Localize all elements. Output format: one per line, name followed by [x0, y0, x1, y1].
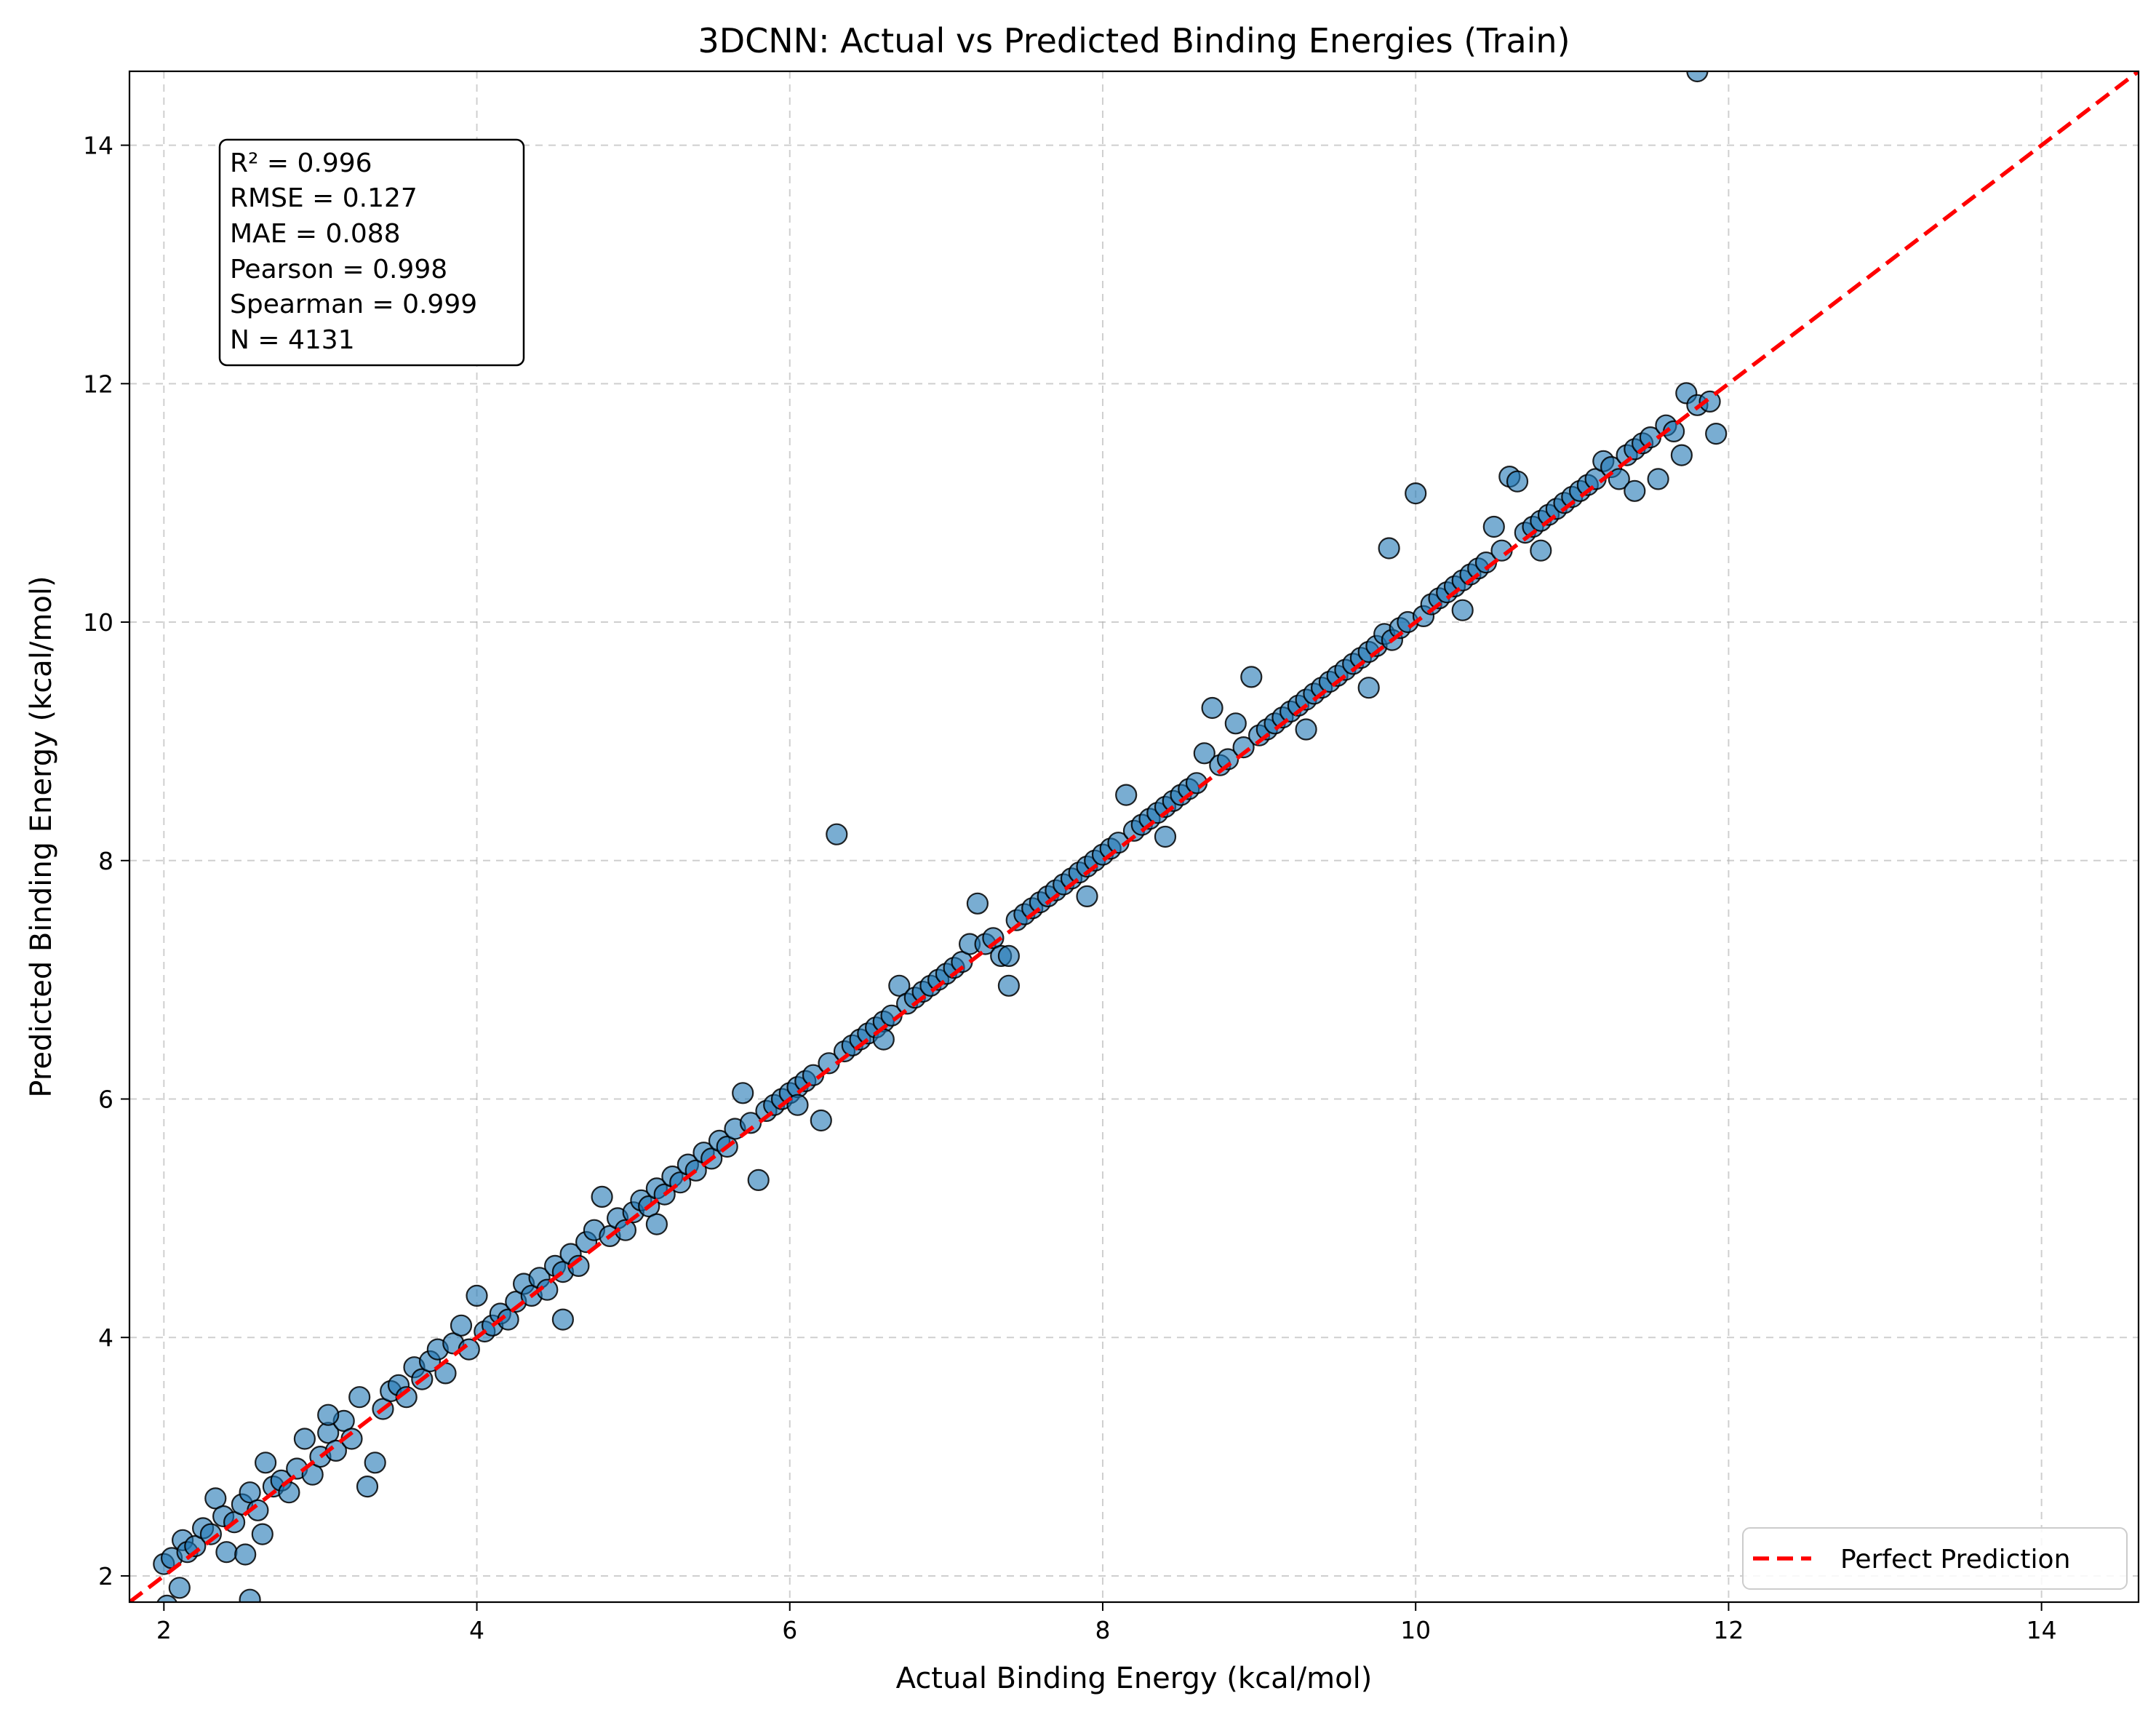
scatter-point — [1154, 825, 1177, 848]
x-tick-label: 14 — [2027, 1616, 2057, 1644]
stat-mae: MAE = 0.088 — [230, 219, 401, 249]
x-tick-label: 6 — [782, 1616, 797, 1644]
plot-frame — [128, 70, 2140, 1604]
scatter-point — [997, 974, 1021, 997]
scatter-point — [1232, 736, 1255, 759]
y-axis-label: Predicted Binding Energy (kcal/mol) — [25, 576, 58, 1097]
scatter-point — [810, 1109, 832, 1132]
chart-title: 3DCNN: Actual vs Predicted Binding Energ… — [698, 21, 1570, 60]
scatter-point — [239, 1588, 261, 1602]
legend: Perfect Prediction — [1742, 1527, 2128, 1590]
x-axis-label: Actual Binding Energy (kcal/mol) — [896, 1662, 1373, 1695]
scatter-point — [156, 1594, 177, 1602]
scatter-point — [364, 1452, 386, 1474]
stat-rmse: RMSE = 0.127 — [230, 183, 418, 213]
scatter-point — [348, 1386, 371, 1409]
scatter-point — [591, 1185, 613, 1209]
scatter-point — [234, 1543, 257, 1566]
stat-n: N = 4131 — [230, 325, 355, 355]
scatter-point — [1076, 885, 1098, 908]
y-tick-label: 10 — [83, 608, 113, 637]
scatter-point — [1647, 468, 1669, 490]
scatter-point — [732, 1082, 754, 1104]
scatter-point — [450, 1314, 473, 1337]
x-tick-label: 8 — [1095, 1616, 1110, 1644]
stat-pearson: Pearson = 0.998 — [230, 255, 447, 284]
scatter-point — [982, 927, 1005, 949]
y-tick-label: 6 — [98, 1085, 113, 1113]
scatter-point — [1240, 666, 1263, 688]
scatter-point — [1698, 390, 1721, 413]
scatter-point — [1686, 71, 1709, 83]
scatter-point — [645, 1213, 668, 1235]
x-tick-label: 2 — [156, 1616, 172, 1644]
y-tick-label: 8 — [98, 847, 113, 875]
data-points — [153, 71, 1728, 1602]
scatter-point — [293, 1428, 316, 1450]
y-tick-label: 2 — [98, 1562, 113, 1590]
scatter-point — [466, 1284, 488, 1307]
scatter-point — [997, 944, 1021, 968]
scatter-point — [1670, 444, 1693, 466]
scatter-point — [1224, 712, 1247, 735]
scatter-point — [204, 1487, 227, 1510]
scatter-point — [826, 823, 848, 845]
x-tick-label: 4 — [469, 1616, 484, 1644]
scatter-point — [1405, 482, 1427, 505]
axis-ticks: 2 4 6 8 10 12 14 2 4 6 8 10 12 14 — [83, 132, 2057, 1644]
stat-spearman: Spearman = 0.999 — [230, 290, 477, 319]
scatter-point — [1357, 677, 1380, 699]
scatter-point — [1115, 784, 1138, 806]
scatter-point — [251, 1523, 274, 1545]
scatter-point — [747, 1168, 770, 1192]
scatter-point — [168, 1577, 191, 1599]
scatter-point — [317, 1404, 340, 1426]
stats-box: R² = 0.996 RMSE = 0.127 MAE = 0.088 Pear… — [218, 138, 525, 367]
legend-entry: Perfect Prediction — [1840, 1545, 2070, 1574]
scatter-point — [255, 1452, 277, 1474]
scatter-point — [888, 974, 911, 997]
scatter-point — [551, 1308, 575, 1331]
x-tick-label: 10 — [1400, 1616, 1431, 1644]
scatter-point — [1530, 539, 1552, 562]
scatter-point — [966, 892, 989, 915]
scatter-point — [1705, 422, 1728, 445]
scatter-point — [1378, 537, 1400, 560]
scatter-point — [1193, 742, 1215, 765]
scatter-point — [356, 1475, 379, 1498]
scatter-point — [1624, 479, 1646, 502]
scatter-point — [184, 1534, 207, 1558]
scatter-point — [1201, 696, 1223, 720]
scatter-point — [1608, 468, 1630, 490]
scatter-point — [1482, 515, 1505, 538]
y-tick-label: 4 — [98, 1323, 113, 1352]
scatter-point — [215, 1541, 238, 1564]
y-tick-label: 14 — [83, 132, 113, 160]
scatter-point — [1295, 718, 1317, 741]
scatter-point — [1506, 470, 1529, 493]
x-tick-label: 12 — [1713, 1616, 1744, 1644]
y-tick-label: 12 — [83, 370, 113, 398]
scatter-point — [786, 1094, 809, 1116]
scatter-point — [239, 1481, 261, 1504]
scatter-point — [1451, 599, 1474, 621]
stat-r2: R² = 0.996 — [230, 148, 372, 178]
perfect-prediction-line — [129, 71, 2139, 1602]
scatter-point — [199, 1523, 222, 1545]
